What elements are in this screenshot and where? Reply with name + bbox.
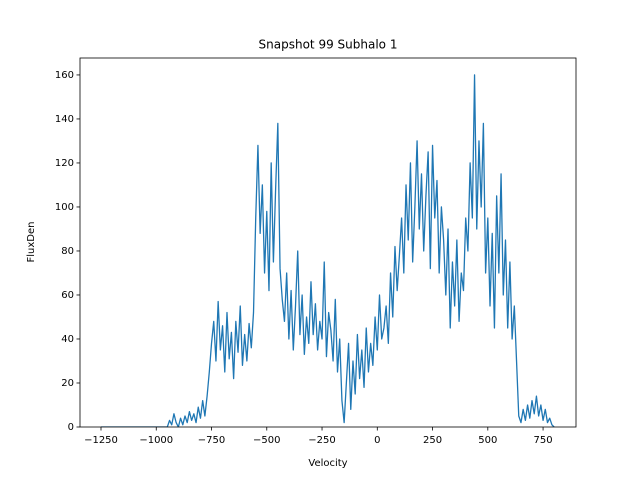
y-tick-label: 100 <box>55 202 74 213</box>
x-tick-label: −1000 <box>139 435 173 446</box>
y-axis-label: FluxDen <box>26 222 37 263</box>
x-tick-label: 0 <box>374 435 380 446</box>
x-tick-label: −1250 <box>84 435 118 446</box>
x-tick-label: 500 <box>478 435 497 446</box>
x-tick-label: 750 <box>534 435 553 446</box>
x-tick-label: −500 <box>253 435 280 446</box>
y-tick-label: 40 <box>61 334 74 345</box>
y-tick-label: 0 <box>68 422 74 433</box>
data-line <box>101 74 555 427</box>
chart-title: Snapshot 99 Subhalo 1 <box>259 38 398 52</box>
y-tick-label: 140 <box>55 114 74 125</box>
y-tick-label: 80 <box>61 246 74 257</box>
y-tick-label: 160 <box>55 70 74 81</box>
x-axis-label: Velocity <box>308 458 347 469</box>
x-tick-label: −750 <box>198 435 225 446</box>
y-tick-label: 120 <box>55 158 74 169</box>
x-tick-label: −250 <box>308 435 335 446</box>
plot-frame <box>79 57 577 428</box>
y-tick-label: 20 <box>61 378 74 389</box>
x-tick-label: 250 <box>423 435 442 446</box>
y-tick-label: 60 <box>61 290 74 301</box>
